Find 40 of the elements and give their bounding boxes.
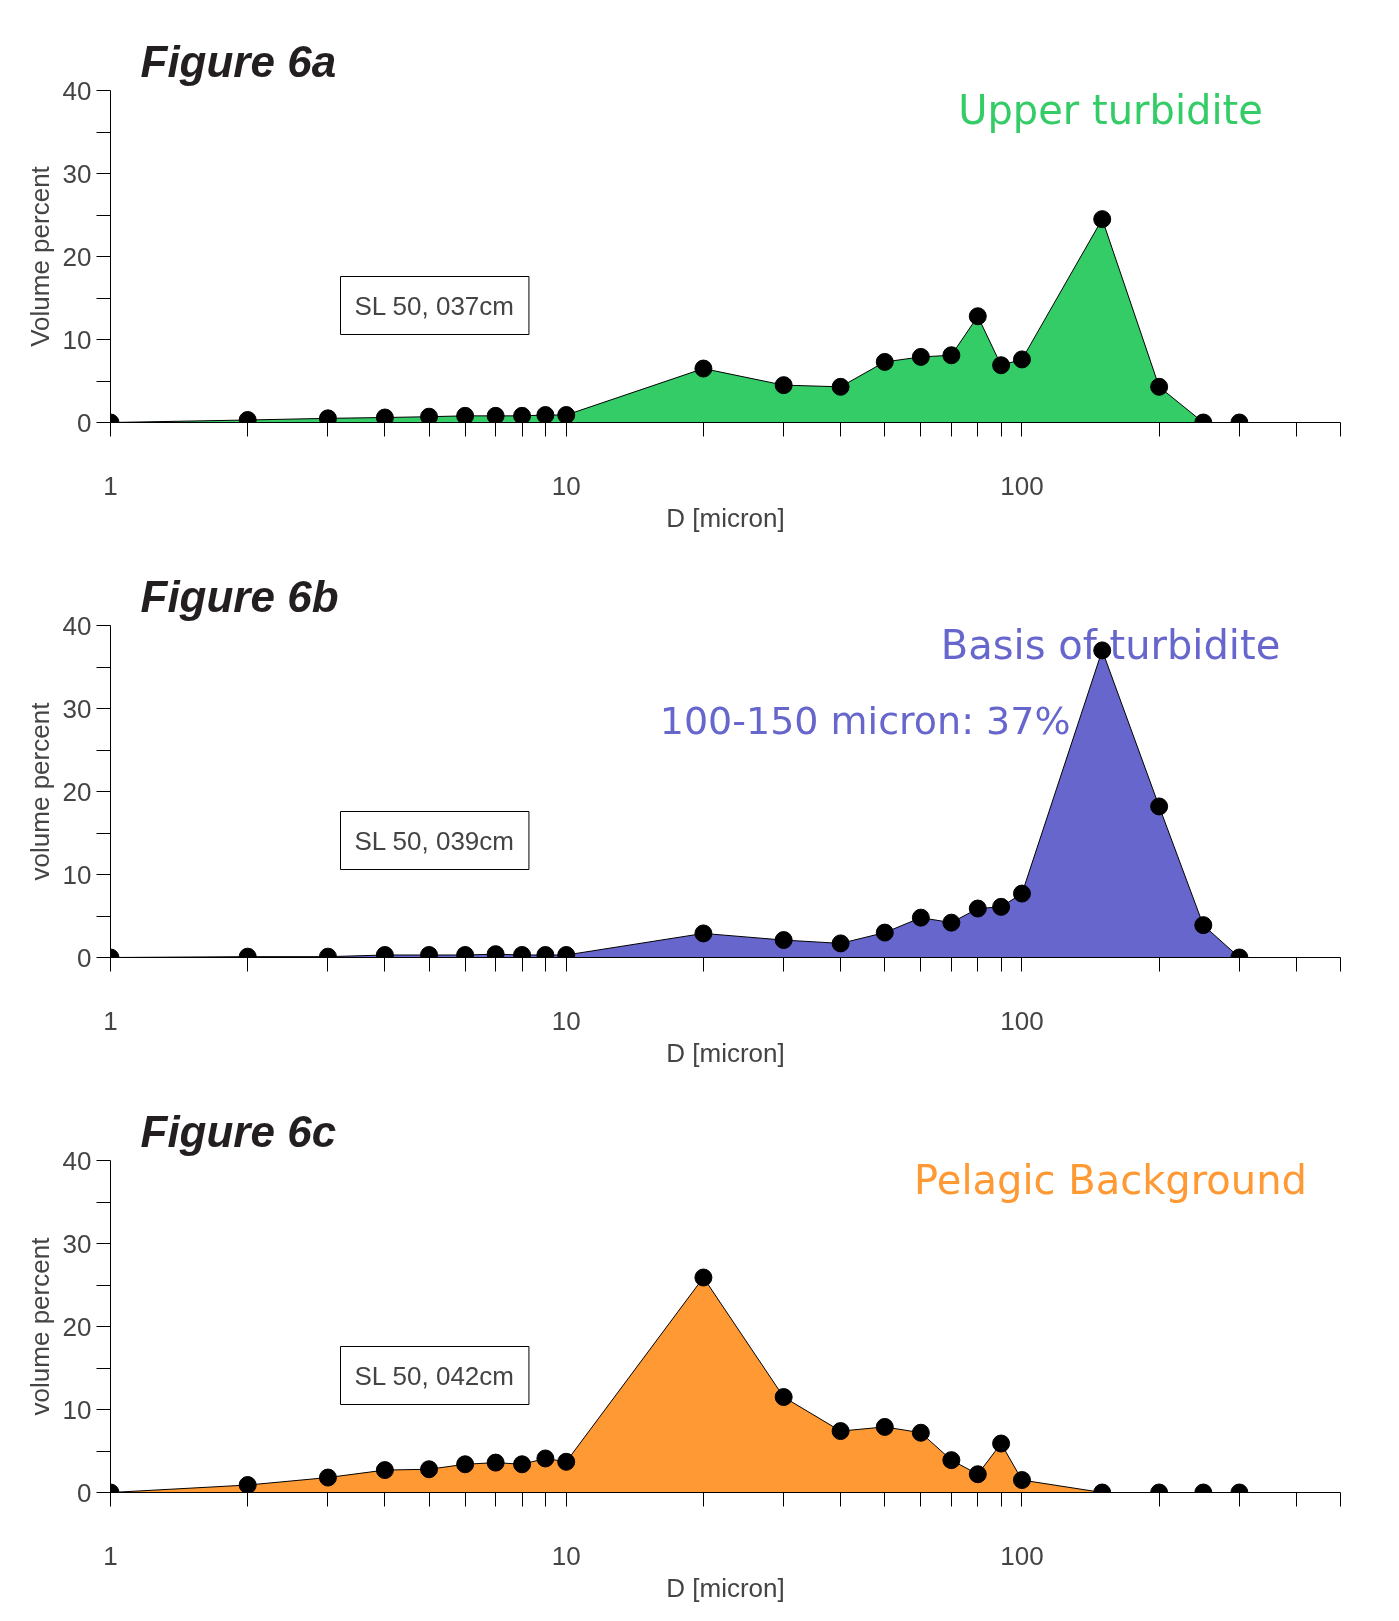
y-tick-label: 0 (77, 407, 92, 438)
y-tick-label: 30 (62, 1228, 92, 1259)
x-tick-label: 100 (1000, 470, 1044, 501)
x-axis-title: D [micron] (666, 502, 785, 533)
x-tick-label: 100 (1000, 1540, 1044, 1571)
annotation: Basis of turbidite (940, 621, 1281, 668)
y-axis-title: Volume percent (24, 165, 55, 347)
y-tick-label: 10 (62, 1394, 92, 1425)
x-tick-label: 10 (551, 470, 581, 501)
y-tick-label: 30 (62, 693, 92, 724)
x-tick-label: 1 (103, 1540, 118, 1571)
x-tick-label: 1 (103, 470, 118, 501)
x-tick-label: 1 (103, 1005, 118, 1036)
y-tick-label: 10 (62, 324, 92, 355)
y-axis-title: volume percent (24, 1236, 55, 1416)
y-tick-label: 0 (77, 1477, 92, 1508)
annotation: SL 50, 039cm (354, 825, 514, 856)
y-tick-label: 10 (62, 859, 92, 890)
y-tick-label: 20 (62, 1311, 92, 1342)
annotation: Pelagic Background (914, 1156, 1307, 1203)
y-tick-label: 40 (62, 1145, 92, 1176)
y-tick-label: 40 (62, 75, 92, 106)
y-axis-title: volume percent (24, 701, 55, 881)
chart-title: Figure 6c (140, 1106, 337, 1156)
chart-title: Figure 6a (140, 36, 337, 86)
x-tick-label: 10 (551, 1540, 581, 1571)
y-tick-label: 0 (77, 942, 92, 973)
annotation: Upper turbidite (958, 86, 1263, 133)
y-tick-label: 30 (62, 158, 92, 189)
y-tick-label: 20 (62, 241, 92, 272)
chart-title: Figure 6b (140, 571, 339, 621)
annotation: SL 50, 037cm (354, 290, 514, 321)
annotation: SL 50, 042cm (354, 1360, 514, 1391)
x-axis-title: D [micron] (666, 1572, 785, 1603)
annotation: 100-150 micron: 37% (659, 698, 1071, 743)
x-axis-title: D [micron] (666, 1037, 785, 1068)
y-tick-label: 40 (62, 610, 92, 641)
y-tick-label: 20 (62, 776, 92, 807)
x-tick-label: 100 (1000, 1005, 1044, 1036)
x-tick-label: 10 (551, 1005, 581, 1036)
